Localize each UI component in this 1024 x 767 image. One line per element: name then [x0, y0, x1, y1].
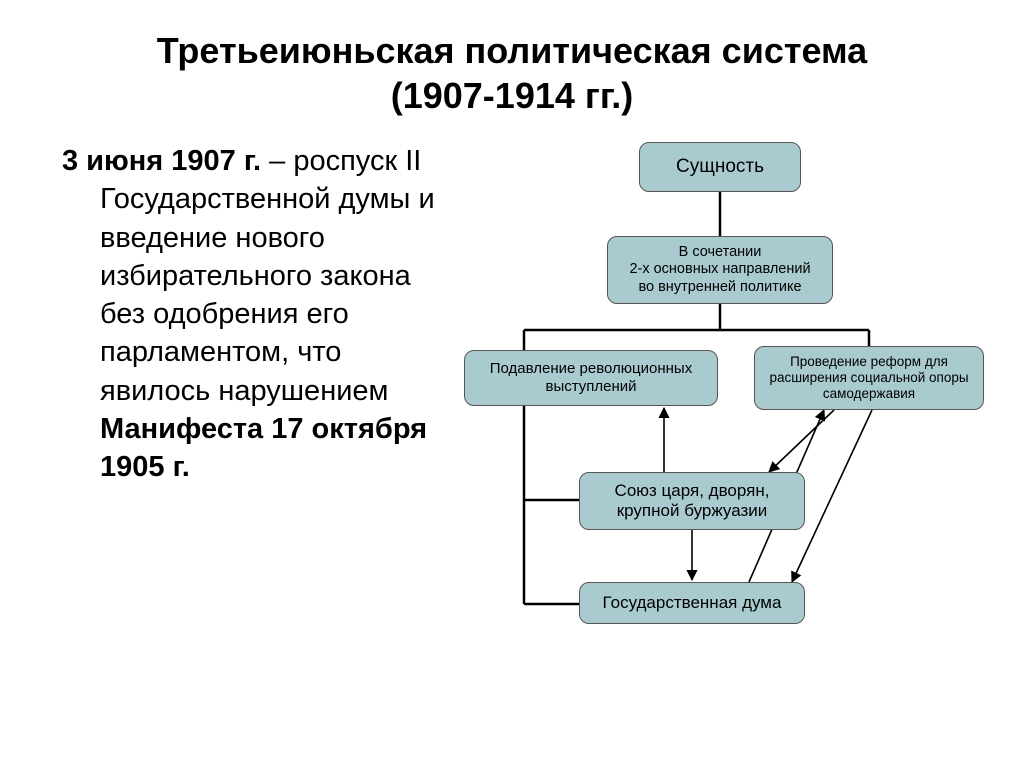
- left-column: 3 июня 1907 г. – роспуск II Государствен…: [62, 142, 452, 702]
- diagram-area: Сущность В сочетании2-х основных направле…: [464, 142, 982, 702]
- content-area: 3 июня 1907 г. – роспуск II Государствен…: [0, 118, 1024, 702]
- node-combo: В сочетании2-х основных направленийво вн…: [607, 236, 833, 304]
- title-line1: Третьеиюньская политическая система: [157, 30, 867, 71]
- left-date: 3 июня 1907 г.: [62, 145, 261, 177]
- node-duma: Государственная дума: [579, 582, 805, 624]
- node-reforms: Проведение реформ длярасширения социальн…: [754, 346, 984, 410]
- page-title: Третьеиюньская политическая система (190…: [0, 0, 1024, 118]
- left-body: – роспуск II Государственной думы и введ…: [100, 145, 435, 407]
- left-bold-end: Манифеста 17 октября 1905 г.: [100, 413, 427, 483]
- title-line2: (1907-1914 гг.): [391, 75, 634, 116]
- node-suppress: Подавление революционныхвыступлений: [464, 350, 718, 406]
- node-essence: Сущность: [639, 142, 801, 192]
- left-paragraph: 3 июня 1907 г. – роспуск II Государствен…: [62, 142, 452, 486]
- node-union: Союз царя, дворян,крупной буржуазии: [579, 472, 805, 530]
